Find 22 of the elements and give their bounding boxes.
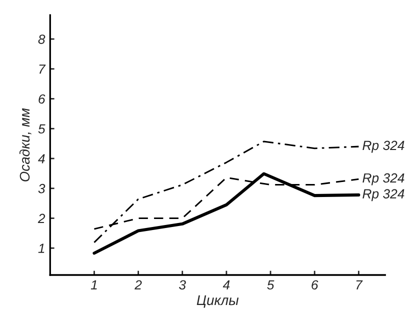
series-label: Rp 324 (362, 140, 404, 153)
series-label: Rp 324 (362, 173, 404, 186)
x-tick-label: 5 (267, 280, 274, 290)
y-tick-label: 8 (38, 34, 46, 44)
y-tick-label: 6 (38, 94, 46, 104)
x-tick-label: 7 (356, 280, 363, 290)
y-tick-label: 2 (38, 214, 46, 224)
line-series (93, 140, 360, 244)
x-axis-title: Циклы (196, 295, 239, 308)
y-tick-label: 4 (38, 154, 45, 164)
y-tick-label: 3 (38, 184, 46, 194)
x-tick-label: 1 (90, 280, 97, 290)
x-tick-label: 2 (134, 280, 142, 290)
x-tick-label: 3 (179, 280, 186, 290)
y-tick-label: 7 (39, 64, 46, 74)
series-label: Rp 324 (362, 189, 404, 202)
y-tick-label: 1 (38, 244, 44, 253)
x-tick-label: 4 (222, 280, 230, 290)
line-series (92, 172, 360, 255)
y-tick-label: 5 (38, 124, 46, 134)
y-axis-title: Осадки, мм (19, 108, 32, 182)
x-tick-label: 6 (312, 280, 318, 290)
